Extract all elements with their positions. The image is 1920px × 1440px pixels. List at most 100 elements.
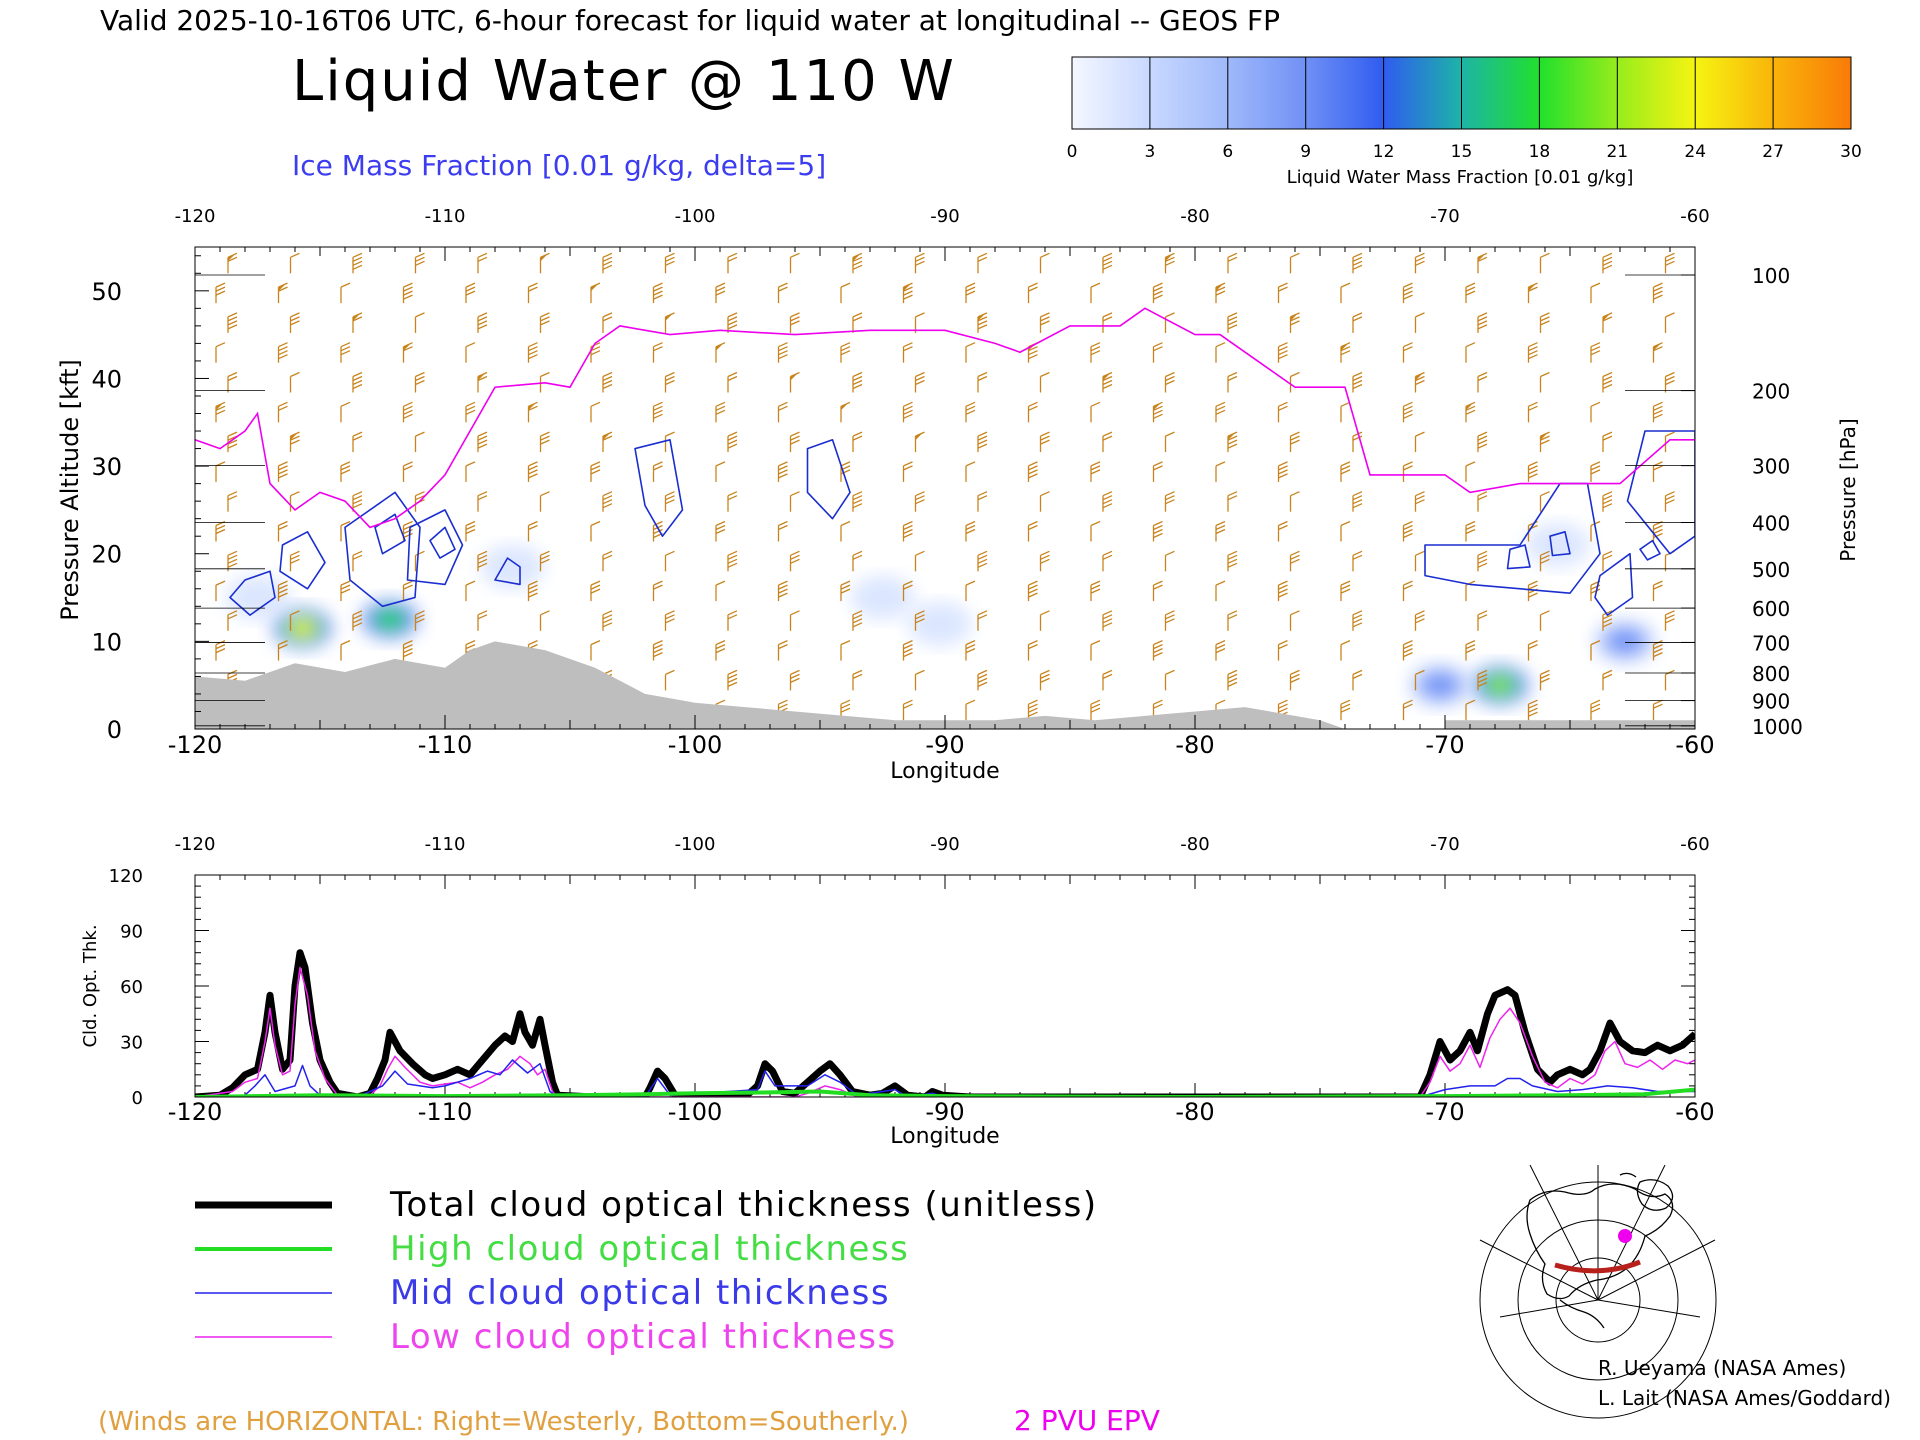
wind-barb-icon [590, 520, 601, 542]
x-tick-label-top: -80 [1180, 206, 1209, 227]
wind-barb-icon [527, 520, 538, 542]
wind-barb-icon [1414, 431, 1425, 453]
colorbar-segment [1305, 57, 1385, 129]
wind-barb-icon [1152, 401, 1163, 423]
wind-barb-icon [1402, 580, 1413, 602]
wind-barb-icon [602, 371, 613, 393]
series-line-high [195, 1087, 1695, 1097]
pv-2pvu-line [195, 307, 1695, 529]
wind-barb-icon [977, 491, 988, 512]
wind-barb-icon [902, 580, 913, 602]
x-tick-label-top: -110 [425, 206, 466, 227]
wind-barb-icon [1164, 371, 1175, 393]
wind-barb-icon [539, 312, 550, 333]
wind-barb-icon [715, 282, 726, 304]
wind-barb-icon [1090, 640, 1101, 661]
wind-barb-icon [1539, 312, 1550, 333]
wind-barb-icon [977, 610, 988, 631]
colorbar-segment [1149, 57, 1229, 129]
wind-barb-icon [1215, 461, 1226, 482]
liquid-blob [1468, 663, 1532, 708]
wind-barb-icon [1152, 580, 1163, 602]
inset-map [1479, 1164, 1717, 1419]
wind-barb-icon [777, 640, 788, 661]
wind-barb-icon [277, 461, 288, 482]
wind-barb-icon [340, 461, 351, 482]
bottom-x-tick-label-top: -80 [1180, 834, 1209, 855]
wind-barb-icon [777, 401, 788, 423]
bottom-panel-frame [194, 874, 1696, 1098]
wind-barb-icon [1227, 371, 1238, 393]
wind-barb-icon [352, 550, 363, 572]
wind-barb-icon [1465, 282, 1476, 304]
series-line-total [195, 949, 1695, 1097]
wind-barb-icon [727, 431, 738, 453]
x-tick-label: -100 [668, 731, 722, 759]
wind-barb-icon [340, 640, 351, 661]
wind-barb-icon [1152, 282, 1163, 304]
wind-barb-icon [1414, 252, 1425, 274]
series-line-low [195, 966, 1695, 1097]
wind-barb-icon [527, 401, 538, 423]
liquid-blob [225, 575, 290, 620]
wind-barb-icon [289, 371, 300, 393]
panel-background [195, 247, 1695, 729]
wind-barb-icon [664, 312, 675, 333]
pressure-tick-label: 300 [1752, 455, 1790, 479]
top-ylabel-right: Pressure [hPa] [1836, 418, 1860, 561]
wind-barb-icon [652, 401, 663, 423]
wind-barb-icon [289, 312, 300, 333]
wind-barb-icon [1477, 371, 1488, 393]
wind-barb-icon [477, 252, 488, 274]
wind-barb-icon [1164, 610, 1175, 631]
map-grid [1479, 1164, 1717, 1419]
legend-label-low: Low cloud optical thickness [390, 1317, 897, 1357]
wind-barb-icon [539, 610, 550, 631]
wind-barb-icon [777, 461, 788, 482]
wind-barb-icon [664, 669, 675, 691]
y-tick-label: 30 [91, 453, 122, 481]
wind-barb-icon [664, 431, 675, 453]
wind-barb-icon [977, 252, 988, 274]
wind-barb-icon [1164, 491, 1175, 512]
wind-barb-icon [777, 282, 788, 304]
pressure-tick-label: 800 [1752, 662, 1790, 686]
wind-barb-icon [715, 461, 726, 482]
wind-barb-icon [1102, 550, 1113, 572]
colorbar-segment [1461, 57, 1540, 129]
wind-barb-icon [1602, 491, 1613, 512]
wind-barb-icon [1277, 401, 1288, 423]
wind-barb-icon [902, 342, 913, 363]
optical-thickness-axes: -120 -120 -110 -110 -100 -100 -90 -90 -80 -80 -70 -… [109, 834, 1715, 1126]
wind-barb-icon [289, 431, 300, 453]
wind-barb-icon [227, 610, 238, 631]
wind-barb-icon [852, 312, 863, 333]
bottom-x-tick-label: -110 [418, 1098, 472, 1126]
wind-barb-icon [914, 491, 925, 512]
cross-section-panel: -120 -120 -110 -110 -100 -100 -90 -90 -80 -80 -70 -… [56, 206, 1860, 784]
wind-barb-icon [1102, 371, 1113, 393]
wind-barb-icon [1289, 491, 1300, 512]
wind-barb-icon [602, 610, 613, 631]
wind-barb-icon [727, 669, 738, 691]
liquid-blob [850, 575, 915, 620]
bottom-y-tick-label: 90 [120, 922, 143, 943]
x-tick-label-top: -60 [1680, 206, 1709, 227]
colorbar-segment [1695, 57, 1774, 129]
wind-barb-icon [1352, 550, 1363, 572]
bottom-x-tick-label: -70 [1425, 1098, 1464, 1126]
wind-barb-icon [602, 431, 613, 453]
wind-barb-icon [715, 580, 726, 602]
wind-barb-icon [1289, 252, 1300, 274]
panel-frame [194, 246, 1696, 730]
ice-contour [429, 526, 456, 559]
wind-barb-icon [1590, 282, 1601, 304]
wind-barb-icon [602, 491, 613, 512]
wind-barb-icon [1652, 282, 1663, 304]
wind-barb-icon [1465, 461, 1476, 482]
ice-contour [279, 530, 326, 590]
wind-barb-icon [902, 699, 913, 721]
wind-barb-icon [1352, 431, 1363, 453]
wind-barb-icon [402, 282, 413, 304]
wind-barb-icon [539, 550, 550, 572]
